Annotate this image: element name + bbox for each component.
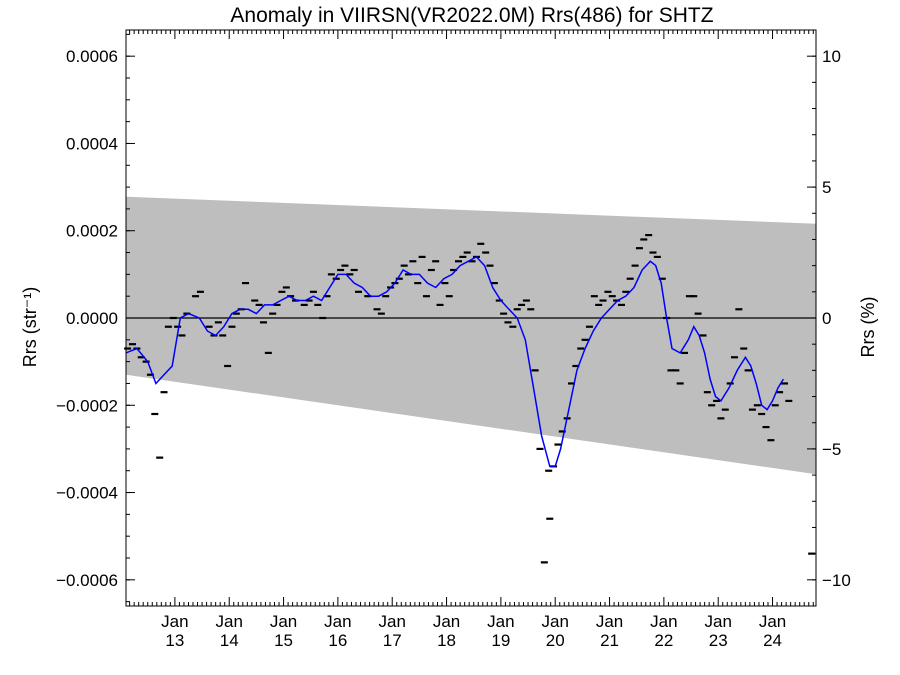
x-tick-month-label: Jan — [596, 612, 623, 631]
x-tick-year-label: 24 — [763, 631, 782, 650]
x-tick-month-label: Jan — [379, 612, 406, 631]
x-tick-year-label: 16 — [328, 631, 347, 650]
smoothed-line — [125, 255, 785, 468]
x-tick-year-label: 20 — [546, 631, 565, 650]
x-tick-month-label: Jan — [650, 612, 677, 631]
plot-area: −0.0006 −0.0004 −0.0002 0.0000 0.0002 0.0004 0… — [56, 29, 851, 650]
x-tick-year-label: 14 — [220, 631, 239, 650]
x-tick-month-label: Jan — [704, 612, 731, 631]
y-axis-right-label-text: Rrs (%) — [858, 297, 878, 358]
uncertainty-band — [126, 196, 816, 475]
y-left-tick-label: −0.0006 — [56, 571, 118, 590]
x-tick-year-label: 21 — [600, 631, 619, 650]
y-left-tick-label: 0.0000 — [66, 309, 118, 328]
y-left-tick-label: 0.0006 — [66, 47, 118, 66]
x-tick-month-label: Jan — [542, 612, 569, 631]
y-left-tick-label: −0.0002 — [56, 396, 118, 415]
y-left-tick-label: 0.0004 — [66, 134, 118, 153]
y-right-tick-label: 10 — [822, 47, 841, 66]
y-left-tick-label: −0.0004 — [56, 484, 118, 503]
x-tick-year-label: 17 — [383, 631, 402, 650]
x-tick-year-label: 22 — [654, 631, 673, 650]
x-tick-month-label: Jan — [324, 612, 351, 631]
y-left-tick-label: 0.0002 — [66, 222, 118, 241]
y-right-tick-label: −5 — [822, 440, 841, 459]
x-tick-month-label: Jan — [487, 612, 514, 631]
y-right-tick-label: 5 — [822, 178, 831, 197]
x-tick-year-label: 13 — [165, 631, 184, 650]
x-tick-month-label: Jan — [759, 612, 786, 631]
x-tick-year-label: 18 — [437, 631, 456, 650]
x-tick-month-label: Jan — [216, 612, 243, 631]
y-axis-left-label: Rrs (str⁻¹) — [20, 287, 40, 367]
chart-title: Anomaly in VIIRSN(VR2022.0M) Rrs(486) fo… — [230, 4, 713, 27]
y-right-tick-label: 0 — [822, 309, 831, 328]
x-tick-year-label: 19 — [491, 631, 510, 650]
x-tick-month-label: Jan — [161, 612, 188, 631]
y-axis-right-label: Rrs (%) — [858, 297, 878, 358]
x-tick-year-label: 23 — [709, 631, 728, 650]
y-axis-left-label-text: Rrs (str⁻¹) — [20, 287, 40, 367]
x-tick-month-label: Jan — [433, 612, 460, 631]
y-right-tick-label: −10 — [822, 571, 851, 590]
x-tick-year-label: 15 — [274, 631, 293, 650]
x-tick-month-label: Jan — [270, 612, 297, 631]
